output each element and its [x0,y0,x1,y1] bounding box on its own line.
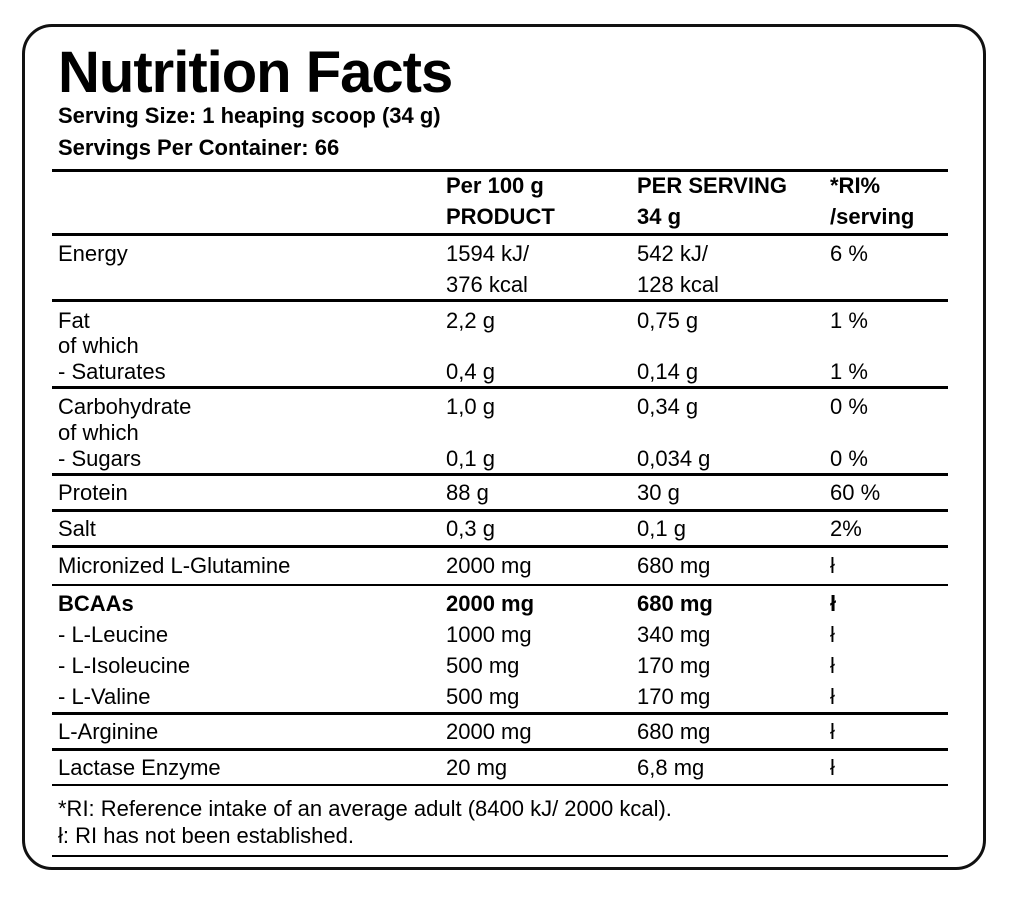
footnote-ri: *RI: Reference intake of an average adul… [58,796,672,821]
row-salt-label: Salt [58,516,96,541]
row-carbohydrate-label: Carbohydrate [58,394,192,419]
row-sugars-label: - Sugars [58,446,142,471]
nutrition-label-panel [22,24,986,870]
row-arginine-label: L-Arginine [58,719,159,744]
row-fat-serving: 0,75 g [637,308,699,333]
rule-protein-bottom [52,509,948,512]
row-lactase-label: Lactase Enzyme [58,755,221,780]
row-protein-per100: 88 g [446,480,489,505]
row-glutamine-ri: ł [830,553,835,578]
row-valine-per100: 500 mg [446,684,520,709]
row-leucine-ri: ł [830,622,835,647]
row-energy-ri: 6 % [830,241,868,266]
row-sugars-serving: 0,034 g [637,446,711,471]
rule-footnote-bottom [52,855,948,857]
row-sugars-ri: 0 % [830,446,868,471]
row-salt-per100: 0,3 g [446,516,495,541]
row-bcaas-ri: ł [830,591,837,616]
rule-energy-bottom [52,299,948,302]
rule-carb-bottom [52,473,948,476]
rule-header-bottom [52,233,948,236]
header-per100-line1: Per 100 g [446,173,544,198]
row-arginine-serving: 680 mg [637,719,711,744]
row-energy-per100-kcal: 376 kcal [446,272,528,297]
rule-fat-bottom [52,386,948,389]
header-ri-line2: /serving [830,204,915,229]
header-per100-line2: PRODUCT [446,204,555,229]
row-energy-per100-kj: 1594 kJ/ [446,241,530,266]
row-energy-label: Energy [58,241,128,266]
servings-per-container: Servings Per Container: 66 [58,135,340,160]
row-glutamine-serving: 680 mg [637,553,711,578]
row-carbohydrate-ri: 0 % [830,394,868,419]
row-leucine-label: - L-Leucine [58,622,169,647]
label-title: Nutrition Facts [58,40,453,105]
row-valine-serving: 170 mg [637,684,711,709]
row-energy-serving-kcal: 128 kcal [637,272,719,297]
row-bcaas-per100: 2000 mg [446,591,535,616]
row-bcaas-label: BCAAs [58,591,134,616]
row-saturates-label: - Saturates [58,359,166,384]
row-sugars-per100: 0,1 g [446,446,495,471]
row-energy-serving-kj: 542 kJ/ [637,241,708,266]
header-ri-line1: *RI% [830,173,881,198]
footnote-not-established: ł: RI has not been established. [58,823,354,848]
rule-bcaas-bottom [52,712,948,715]
row-protein-serving: 30 g [637,480,680,505]
row-valine-ri: ł [830,684,835,709]
rule-arginine-bottom [52,748,948,751]
row-protein-label: Protein [58,480,128,505]
row-fat-ri: 1 % [830,308,868,333]
row-glutamine-label: Micronized L-Glutamine [58,553,291,578]
row-isoleucine-serving: 170 mg [637,653,711,678]
row-fat-label: Fat [58,308,90,333]
row-carbohydrate-per100: 1,0 g [446,394,495,419]
row-fat-of-which: of which [58,333,139,358]
row-carbohydrate-serving: 0,34 g [637,394,699,419]
row-saturates-ri: 1 % [830,359,868,384]
serving-size: Serving Size: 1 heaping scoop (34 g) [58,103,441,128]
row-lactase-ri: ł [830,755,835,780]
row-isoleucine-label: - L-Isoleucine [58,653,191,678]
row-isoleucine-ri: ł [830,653,835,678]
row-glutamine-per100: 2000 mg [446,553,532,578]
row-fat-per100: 2,2 g [446,308,495,333]
row-protein-ri: 60 % [830,480,881,505]
row-arginine-per100: 2000 mg [446,719,532,744]
row-saturates-serving: 0,14 g [637,359,699,384]
row-isoleucine-per100: 500 mg [446,653,520,678]
row-leucine-per100: 1000 mg [446,622,532,647]
header-serving-line1: PER SERVING [637,173,787,198]
row-valine-label: - L-Valine [58,684,151,709]
header-serving-line2: 34 g [637,204,682,229]
row-saturates-per100: 0,4 g [446,359,495,384]
rule-table-bottom [52,784,948,786]
row-bcaas-serving: 680 mg [637,591,713,616]
row-salt-serving: 0,1 g [637,516,686,541]
row-carb-of-which: of which [58,420,139,445]
rule-top [52,169,948,172]
row-lactase-serving: 6,8 mg [637,755,705,780]
row-leucine-serving: 340 mg [637,622,711,647]
rule-glutamine-bottom [52,584,948,586]
row-salt-ri: 2% [830,516,862,541]
rule-salt-bottom [52,545,948,548]
row-lactase-per100: 20 mg [446,755,508,780]
row-arginine-ri: ł [830,719,835,744]
